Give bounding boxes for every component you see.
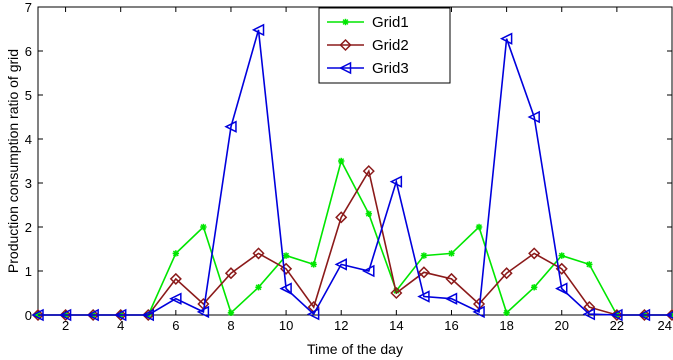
data-point-grid1 xyxy=(586,261,593,268)
data-point-grid3 xyxy=(637,308,651,322)
data-point-grid3 xyxy=(251,23,265,37)
data-point-grid2 xyxy=(362,165,375,178)
data-point-grid2 xyxy=(528,247,541,260)
data-point-grid1 xyxy=(338,157,345,165)
y-tick-label: 3 xyxy=(25,176,32,191)
data-point-grid2 xyxy=(500,267,513,280)
y-tick-label: 7 xyxy=(25,0,32,15)
data-point-grid2 xyxy=(169,272,182,285)
data-point-grid3 xyxy=(665,311,673,319)
legend-marker xyxy=(339,38,352,52)
x-tick-label: 20 xyxy=(555,318,569,333)
x-tick-label: 4 xyxy=(117,318,124,333)
y-tick-label: 4 xyxy=(25,132,32,147)
data-point-grid3 xyxy=(169,292,182,305)
data-point-grid2 xyxy=(280,262,293,275)
data-point-grid3 xyxy=(472,305,485,319)
x-tick-label: 2 xyxy=(62,318,69,333)
data-point-grid2 xyxy=(335,211,348,224)
y-tick-label: 1 xyxy=(25,264,32,279)
data-point-grid1 xyxy=(172,250,180,257)
series-grid3 xyxy=(31,23,673,322)
data-point-grid3 xyxy=(196,305,210,319)
data-point-grid3 xyxy=(86,308,99,322)
data-point-grid2 xyxy=(445,272,458,285)
x-tick-label: 18 xyxy=(499,318,513,333)
data-point-grid3 xyxy=(417,290,430,303)
y-tick-label: 2 xyxy=(25,220,32,235)
legend-marker xyxy=(338,61,352,75)
data-point-grid1 xyxy=(365,210,372,217)
data-point-grid1 xyxy=(420,252,428,259)
data-point-grid3 xyxy=(499,32,513,45)
data-point-grid2 xyxy=(417,266,430,279)
data-point-grid3 xyxy=(555,282,568,295)
data-point-grid3 xyxy=(444,292,458,305)
y-tick-label: 0 xyxy=(25,308,32,323)
x-tick-label: 12 xyxy=(334,318,348,333)
data-point-grid3 xyxy=(31,308,44,322)
data-point-grid3 xyxy=(114,308,127,322)
series-layer xyxy=(31,23,673,322)
data-point-grid1 xyxy=(255,284,262,291)
data-point-grid2 xyxy=(252,247,265,260)
data-point-grid1 xyxy=(530,284,538,291)
data-point-grid3 xyxy=(224,120,237,133)
y-tick-label: 6 xyxy=(25,44,32,59)
data-point-grid3 xyxy=(610,308,623,322)
x-tick-label: 6 xyxy=(172,318,179,333)
data-point-grid1 xyxy=(448,250,455,257)
x-tick-label: 22 xyxy=(610,318,624,333)
data-point-grid3 xyxy=(279,282,292,295)
data-point-grid1 xyxy=(227,309,235,316)
x-tick-label: 10 xyxy=(279,318,293,333)
legend-label: Grid1 xyxy=(372,14,409,31)
data-point-grid2 xyxy=(224,267,238,280)
data-point-grid1 xyxy=(558,252,565,259)
data-point-grid3 xyxy=(362,264,375,278)
legend: Grid1 Grid2 Grid3 xyxy=(318,7,451,84)
legend-entry-grid2: Grid2 xyxy=(327,37,409,54)
data-point-grid1 xyxy=(475,223,483,231)
data-point-grid1 xyxy=(282,252,290,259)
x-axis-label: Time of the day xyxy=(307,341,403,357)
x-tick-label: 14 xyxy=(389,318,403,333)
data-point-grid2 xyxy=(390,286,403,300)
y-tick-label: 5 xyxy=(25,88,32,103)
legend-entry-grid3: Grid3 xyxy=(327,60,409,77)
data-point-grid3 xyxy=(527,110,540,124)
data-point-grid3 xyxy=(306,307,320,321)
legend-label: Grid2 xyxy=(372,37,409,54)
data-point-grid1 xyxy=(503,309,510,316)
legend-entry-grid1: Grid1 xyxy=(327,14,409,31)
x-tick-label: 24 xyxy=(658,318,672,333)
data-point-grid3 xyxy=(582,307,596,321)
y-axis-label: Production consumption ratio of grid xyxy=(5,49,21,273)
data-point-grid1 xyxy=(200,223,207,231)
x-tick-label: 16 xyxy=(444,318,458,333)
x-tick-label: 8 xyxy=(227,318,234,333)
data-point-grid3 xyxy=(141,308,155,322)
data-point-grid3 xyxy=(334,258,347,271)
data-point-grid3 xyxy=(389,175,403,188)
data-point-grid1 xyxy=(310,261,317,268)
data-point-grid3 xyxy=(58,308,72,322)
legend-marker xyxy=(342,18,349,26)
legend-label: Grid3 xyxy=(372,60,409,77)
